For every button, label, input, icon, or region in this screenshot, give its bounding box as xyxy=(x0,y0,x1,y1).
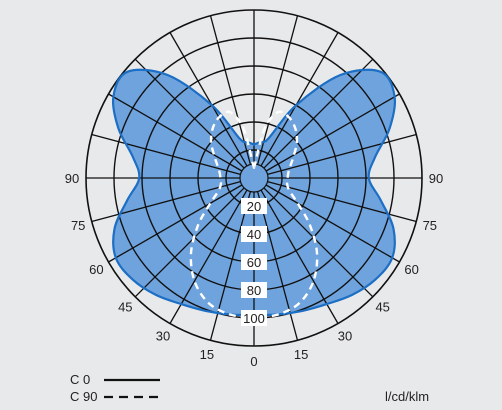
radial-label-20: 20 xyxy=(247,199,261,214)
spoke-105 xyxy=(267,133,417,176)
spoke-15 xyxy=(256,191,299,341)
angle-label-right-60: 60 xyxy=(404,262,418,277)
angle-label-left-90: 90 xyxy=(65,171,79,186)
radial-label-80: 80 xyxy=(247,283,261,298)
radial-label-bg-40 xyxy=(241,226,267,242)
spoke-30 xyxy=(260,189,339,324)
angle-label-left-45: 45 xyxy=(118,300,132,315)
spoke-120 xyxy=(265,93,400,172)
radial-label-bg-80 xyxy=(241,282,267,298)
angle-label-0: 0 xyxy=(250,354,257,369)
unit-label: l/cd/klm xyxy=(385,389,429,404)
spoke-225 xyxy=(134,58,245,169)
radial-label-bg-60 xyxy=(241,254,267,270)
spoke-345 xyxy=(209,191,252,341)
spoke-255 xyxy=(91,133,241,176)
radial-label-bg-20 xyxy=(241,198,267,214)
angle-label-left-30: 30 xyxy=(156,329,170,344)
legend-label-c90: C 90 xyxy=(70,389,97,404)
legend: C 0 C 90 xyxy=(70,372,160,404)
angle-label-left-15: 15 xyxy=(200,347,214,362)
angle-label-right-75: 75 xyxy=(423,218,437,233)
spoke-45 xyxy=(263,187,374,298)
spoke-210 xyxy=(169,32,248,167)
spoke-300 xyxy=(108,184,243,263)
grid-layer xyxy=(85,9,423,347)
radial-label-bg-100 xyxy=(241,310,267,326)
angle-label-left-60: 60 xyxy=(89,262,103,277)
spoke-150 xyxy=(260,32,339,167)
angle-label-right-15: 15 xyxy=(294,347,308,362)
spoke-285 xyxy=(91,180,241,223)
spoke-75 xyxy=(267,180,417,223)
spoke-60 xyxy=(265,184,400,263)
legend-label-c0: C 0 xyxy=(70,372,90,387)
spoke-240 xyxy=(108,93,243,172)
angle-label-right-45: 45 xyxy=(375,300,389,315)
radial-label-40: 40 xyxy=(247,227,261,242)
spoke-330 xyxy=(169,189,248,324)
angle-label-right-30: 30 xyxy=(338,329,352,344)
spoke-165 xyxy=(256,15,299,165)
radial-label-100: 100 xyxy=(243,311,265,326)
angle-label-right-90: 90 xyxy=(429,171,443,186)
radial-label-60: 60 xyxy=(247,255,261,270)
angle-label-left-75: 75 xyxy=(71,218,85,233)
spoke-135 xyxy=(263,58,374,169)
spoke-315 xyxy=(134,187,245,298)
label-layer: 20 40 60 80 100 90 90 75 75 60 60 45 45 30 30 15 15 0 xyxy=(65,171,443,369)
spoke-195 xyxy=(209,15,252,165)
